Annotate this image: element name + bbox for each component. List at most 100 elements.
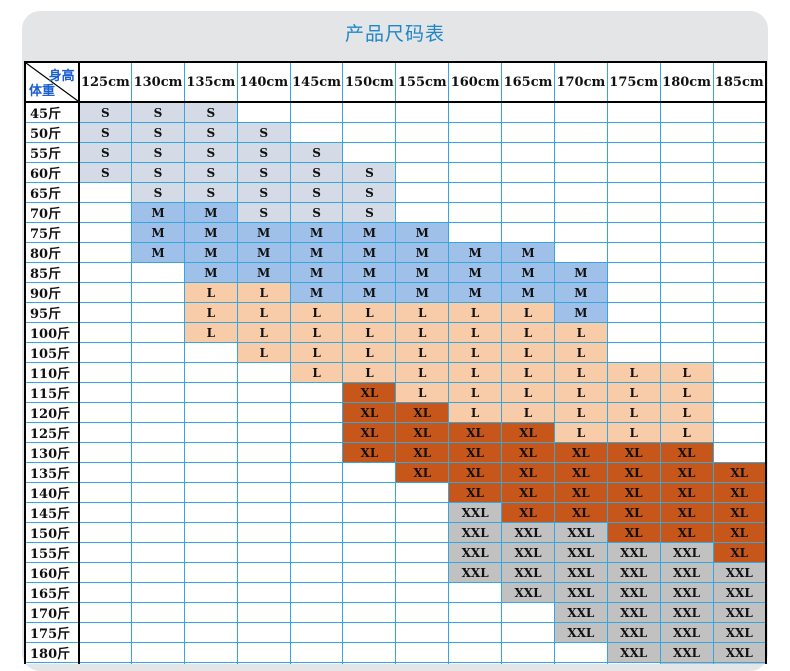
size-cell: M: [501, 242, 555, 263]
empty-cell: [78, 402, 133, 423]
size-cell: XL: [659, 482, 714, 503]
size-cell: XL: [553, 462, 608, 483]
empty-cell: [236, 602, 291, 623]
empty-cell: [606, 142, 661, 163]
empty-cell: [183, 402, 238, 423]
empty-cell: [78, 202, 133, 223]
size-cell: XXL: [553, 582, 608, 603]
height-header-cell: 155cm: [395, 61, 450, 103]
size-cell: XL: [606, 442, 661, 463]
size-cell: L: [501, 402, 555, 423]
empty-cell: [553, 202, 608, 223]
empty-cell: [289, 602, 344, 623]
empty-cell: [553, 222, 608, 243]
size-cell: XL: [501, 502, 555, 523]
empty-cell: [659, 101, 714, 123]
size-cell: L: [448, 322, 503, 343]
empty-cell: [448, 142, 503, 163]
size-cell: XXL: [659, 602, 714, 623]
size-cell: M: [395, 242, 450, 263]
size-cell: L: [606, 362, 661, 383]
weight-label-cell: 55斤: [24, 142, 80, 163]
size-cell: M: [553, 262, 608, 283]
size-cell: S: [131, 101, 185, 123]
size-cell: XXL: [712, 662, 767, 664]
size-cell: S: [289, 162, 344, 183]
empty-cell: [131, 642, 185, 663]
empty-cell: [395, 522, 450, 543]
empty-cell: [131, 602, 185, 623]
empty-cell: [131, 362, 185, 383]
empty-cell: [78, 482, 133, 503]
weight-label-cell: 125斤: [24, 422, 80, 443]
table-row: 125斤 XL XL XL XL L L L: [24, 422, 767, 443]
empty-cell: [395, 542, 450, 563]
empty-cell: [395, 202, 450, 223]
empty-cell: [448, 202, 503, 223]
empty-cell: [395, 502, 450, 523]
size-cell: S: [183, 122, 238, 143]
empty-cell: [342, 542, 397, 563]
size-cell: S: [183, 101, 238, 123]
size-cell: M: [501, 282, 555, 303]
empty-cell: [448, 162, 503, 183]
weight-label-cell: 130斤: [24, 442, 80, 463]
size-cell: L: [501, 382, 555, 403]
empty-cell: [78, 562, 133, 583]
table-row: 55斤 S S S S S: [24, 142, 767, 163]
corner-header-cell: 身高 体重: [24, 61, 80, 103]
empty-cell: [448, 582, 503, 603]
table-header-row: 身高 体重 125cm 130cm 135cm 140cm 145cm 150cm 155c…: [24, 61, 767, 103]
size-cell: XL: [553, 442, 608, 463]
empty-cell: [289, 122, 344, 143]
size-cell: M: [553, 302, 608, 323]
empty-cell: [712, 182, 767, 203]
empty-cell: [236, 442, 291, 463]
table-row: 90斤 L L M M M M M M: [24, 282, 767, 303]
size-cell: XL: [712, 482, 767, 503]
empty-cell: [236, 542, 291, 563]
size-cell: L: [501, 322, 555, 343]
size-cell: M: [448, 282, 503, 303]
size-cell: M: [395, 222, 450, 243]
size-cell: L: [289, 362, 344, 383]
size-cell: XL: [606, 482, 661, 503]
empty-cell: [606, 122, 661, 143]
weight-label-cell: 185斤: [24, 662, 80, 664]
size-cell: S: [183, 182, 238, 203]
size-cell: L: [342, 362, 397, 383]
size-cell: S: [236, 182, 291, 203]
size-cell: L: [448, 302, 503, 323]
size-cell: XXL: [501, 522, 555, 543]
size-cell: XXL: [448, 562, 503, 583]
weight-label-cell: 90斤: [24, 282, 80, 303]
height-header-cell: 180cm: [659, 61, 714, 103]
empty-cell: [342, 622, 397, 643]
size-cell: XL: [606, 462, 661, 483]
empty-cell: [395, 622, 450, 643]
size-cell: L: [395, 302, 450, 323]
weight-label-cell: 120斤: [24, 402, 80, 423]
size-cell: L: [236, 322, 291, 343]
size-cell: M: [342, 282, 397, 303]
empty-cell: [553, 101, 608, 123]
table-row: 80斤 M M M M M M M M: [24, 242, 767, 263]
empty-cell: [78, 622, 133, 643]
table-row: 110斤 L L L L L L L L: [24, 362, 767, 383]
empty-cell: [131, 622, 185, 643]
table-row: 140斤 XL XL XL XL XL XL: [24, 482, 767, 503]
table-row: 95斤 L L L L L L L M: [24, 302, 767, 323]
size-cell: XL: [342, 402, 397, 423]
size-table: 身高 体重 125cm 130cm 135cm 140cm 145cm 150cm 155c…: [24, 61, 767, 664]
empty-cell: [553, 642, 608, 663]
empty-cell: [501, 642, 555, 663]
size-cell: XXL: [712, 602, 767, 623]
empty-cell: [236, 362, 291, 383]
empty-cell: [712, 242, 767, 263]
weight-label-cell: 170斤: [24, 602, 80, 623]
size-cell: L: [553, 322, 608, 343]
size-cell: XXL: [448, 522, 503, 543]
empty-cell: [501, 622, 555, 643]
weight-label-cell: 160斤: [24, 562, 80, 583]
size-cell: M: [183, 262, 238, 283]
